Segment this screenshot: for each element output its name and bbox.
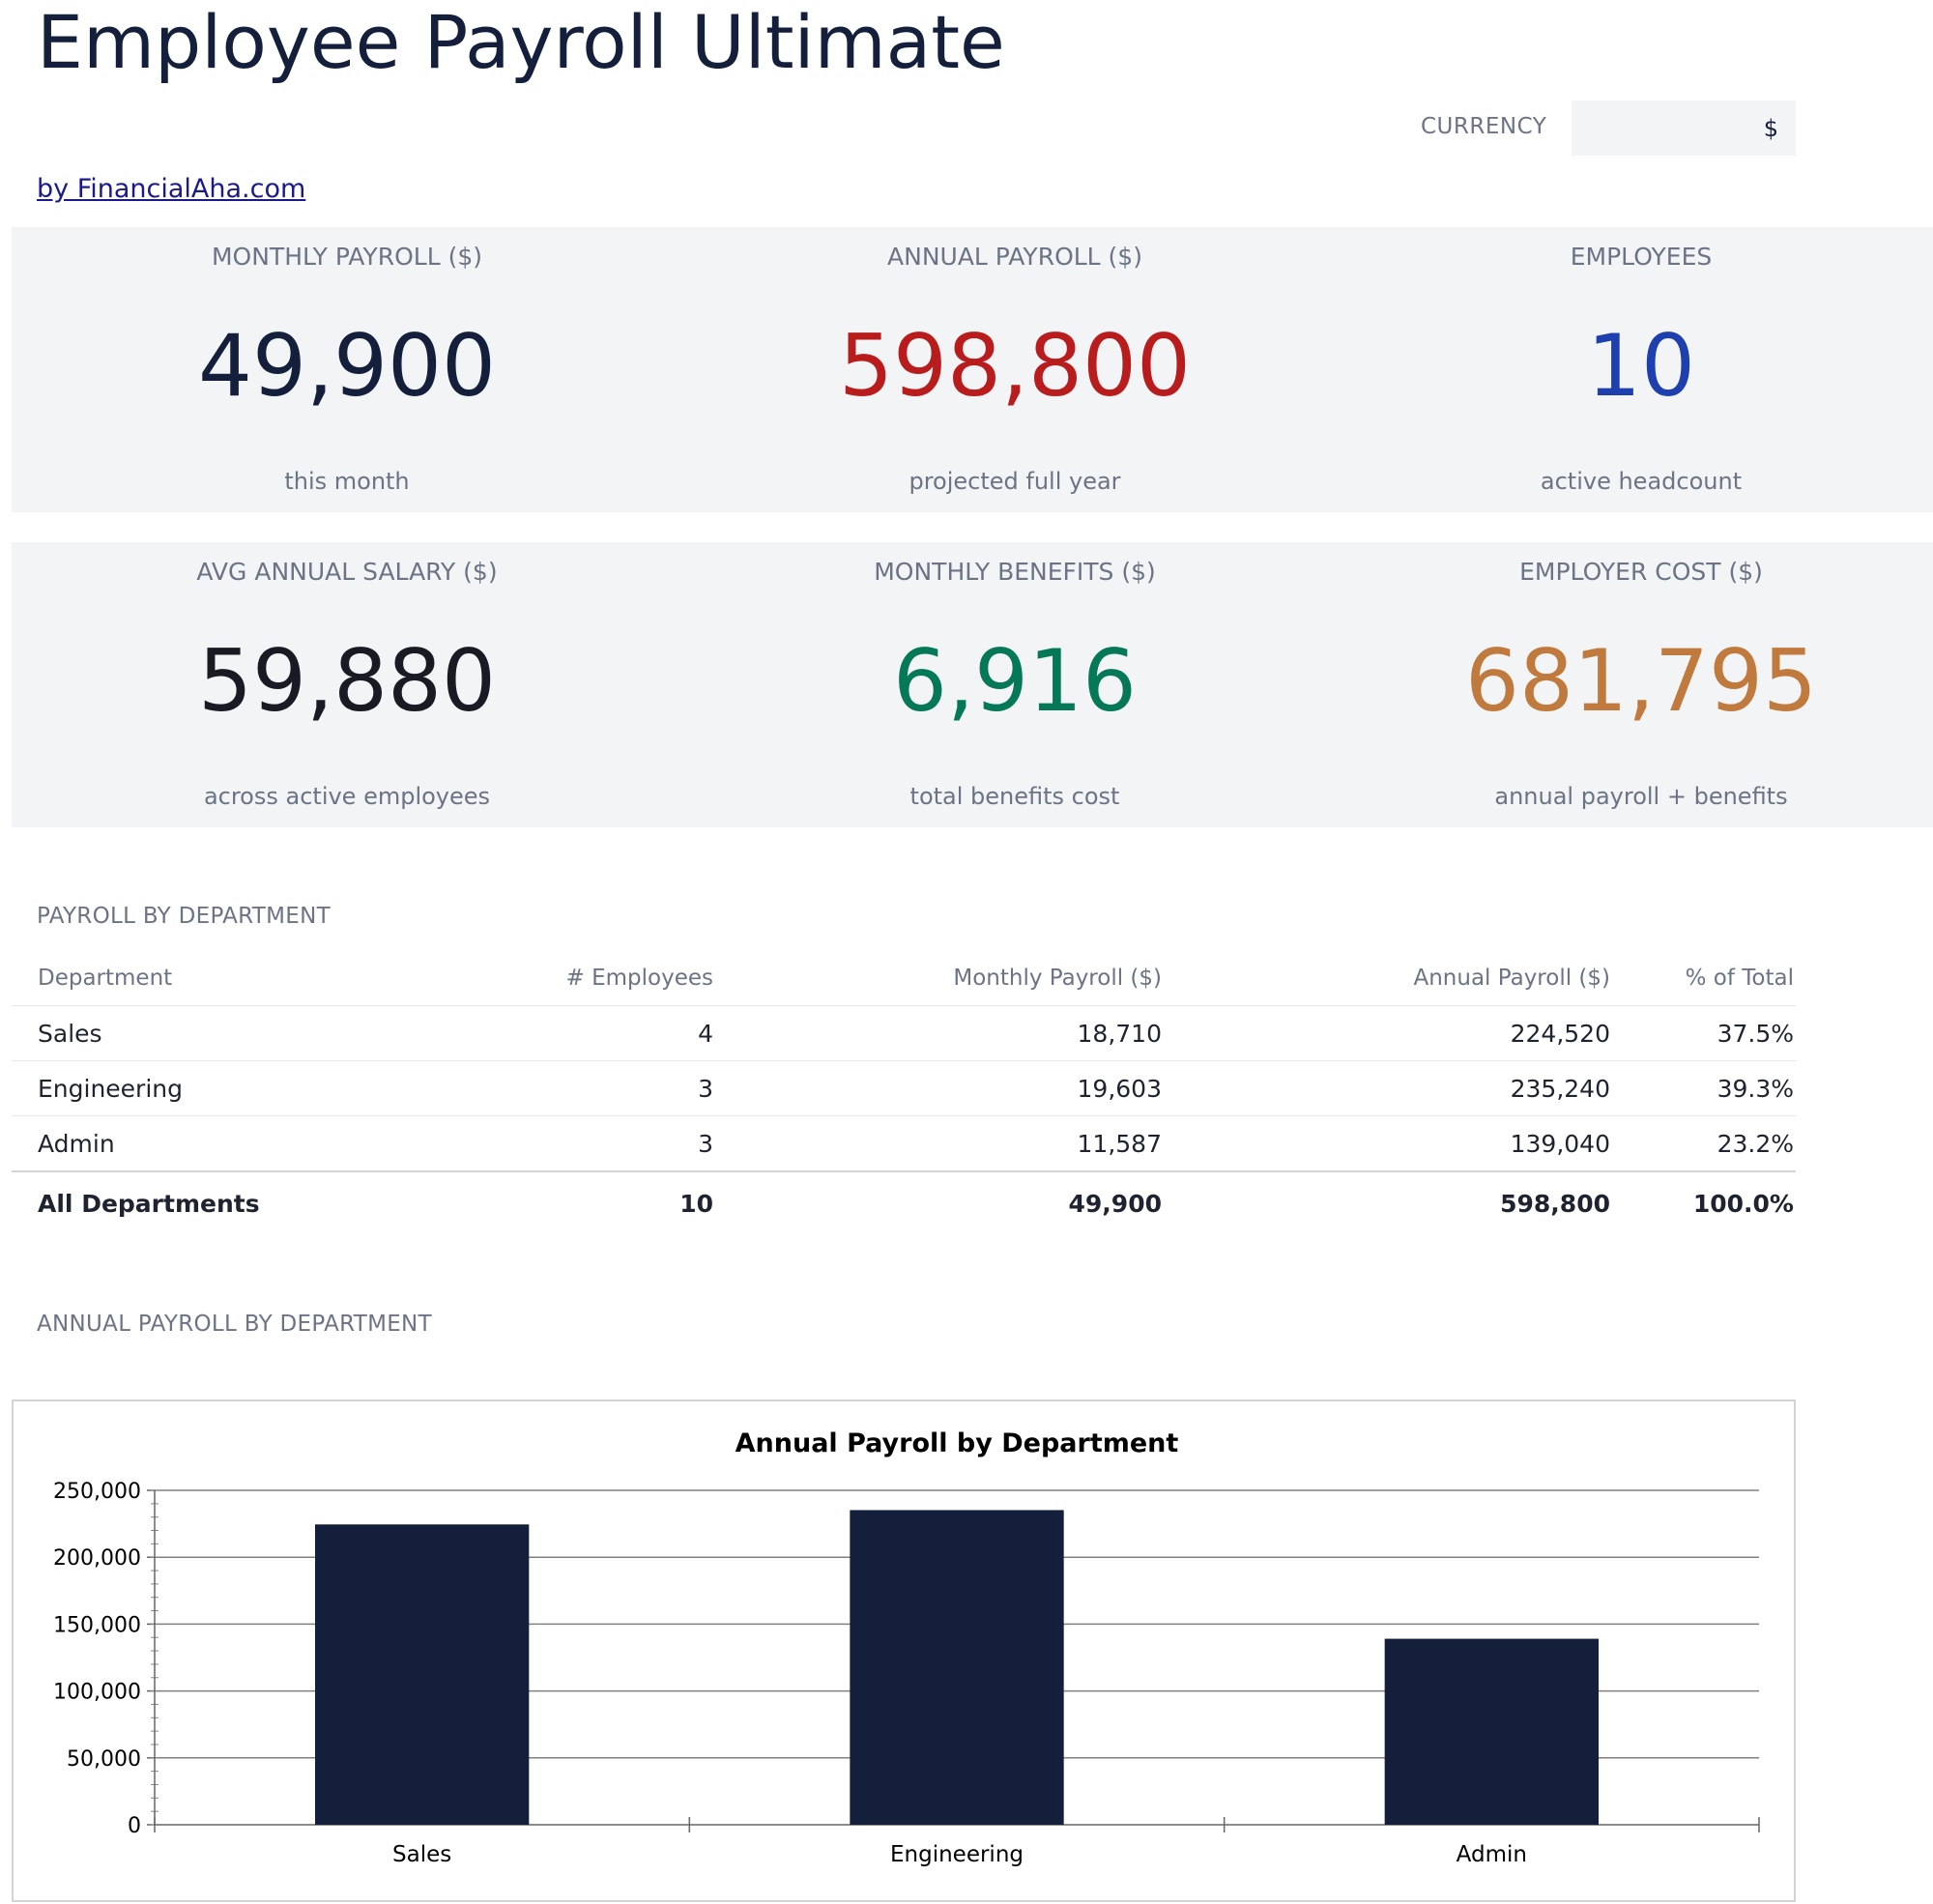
kpi-label: EMPLOYEES [1570,243,1713,271]
dept-section-label: PAYROLL BY DEPARTMENT [37,904,331,929]
cell-percent: 37.5% [1612,1005,1796,1061]
kpi-panel-secondary: AVG ANNUAL SALARY ($) 59,880 across acti… [12,542,1933,827]
kpi-label: MONTHLY BENEFITS ($) [874,558,1156,586]
bar [1384,1638,1599,1825]
chart-title: Annual Payroll by Department [736,1428,1179,1458]
col-header-department: Department [12,951,479,1006]
col-header-monthly: Monthly Payroll ($) [715,951,1164,1006]
cell-department: Sales [12,1005,479,1061]
cell-employees: 3 [479,1115,715,1172]
x-tick-label: Engineering [890,1842,1024,1867]
x-tick-label: Admin [1457,1842,1527,1867]
cell-percent: 39.3% [1612,1060,1796,1116]
y-tick-label: 250,000 [53,1480,141,1504]
cell-annual: 139,040 [1164,1115,1612,1172]
col-header-percent: % of Total [1612,951,1796,1006]
currency-label: CURRENCY [1421,114,1547,139]
cell-monthly: 18,710 [715,1005,1164,1061]
col-header-employees: # Employees [479,951,715,1006]
y-tick-label: 50,000 [67,1747,141,1772]
cell-annual: 235,240 [1164,1060,1612,1116]
kpi-monthly-benefits: MONTHLY BENEFITS ($) 6,916 total benefit… [744,542,1285,827]
kpi-employer-cost: EMPLOYER COST ($) 681,795 annual payroll… [1370,542,1912,827]
kpi-value: 49,900 [198,316,496,416]
y-tick-label: 100,000 [53,1681,141,1705]
byline-link[interactable]: by FinancialAha.com [37,174,306,204]
cell-annual: 224,520 [1164,1005,1612,1061]
kpi-caption: active headcount [1540,468,1743,495]
kpi-panel-primary: MONTHLY PAYROLL ($) 49,900 this month AN… [12,227,1933,512]
cell-employees: 4 [479,1005,715,1061]
kpi-caption: this month [284,468,410,495]
bar [315,1524,530,1825]
currency-input[interactable]: $ [1572,101,1796,156]
col-header-annual: Annual Payroll ($) [1164,951,1612,1006]
cell-monthly: 11,587 [715,1115,1164,1172]
cell-annual: 598,800 [1164,1170,1612,1234]
kpi-caption: across active employees [203,783,491,810]
cell-percent: 23.2% [1612,1115,1796,1172]
table-header-row: Department # Employees Monthly Payroll (… [12,951,1796,1006]
kpi-value: 6,916 [893,631,1137,731]
kpi-label: EMPLOYER COST ($) [1519,558,1763,586]
y-tick-label: 0 [128,1814,141,1838]
y-tick-label: 150,000 [53,1613,141,1637]
cell-employees: 10 [479,1170,715,1234]
kpi-caption: total benefits cost [909,783,1120,810]
chart-container: Annual Payroll by Department 0 50,000 100,0… [12,1399,1796,1902]
kpi-value: 10 [1587,316,1695,416]
dept-table: Department # Employees Monthly Payroll (… [12,951,1796,1234]
cell-employees: 3 [479,1060,715,1116]
bar [850,1510,1064,1825]
cell-monthly: 49,900 [715,1170,1164,1234]
kpi-monthly-payroll: MONTHLY PAYROLL ($) 49,900 this month [76,227,618,512]
kpi-label: ANNUAL PAYROLL ($) [887,243,1142,271]
table-total-row: All Departments 10 49,900 598,800 100.0% [12,1170,1796,1234]
cell-percent: 100.0% [1612,1170,1796,1234]
x-tick-label: Sales [392,1842,451,1867]
table-row: Admin 3 11,587 139,040 23.2% [12,1115,1796,1172]
kpi-avg-salary: AVG ANNUAL SALARY ($) 59,880 across acti… [76,542,618,827]
kpi-caption: projected full year [909,468,1121,495]
kpi-caption: annual payroll + benefits [1494,783,1788,810]
page-title: Employee Payroll Ultimate [37,0,1005,85]
kpi-annual-payroll: ANNUAL PAYROLL ($) 598,800 projected ful… [744,227,1285,512]
kpi-employees: EMPLOYEES 10 active headcount [1370,227,1912,512]
table-row: Engineering 3 19,603 235,240 39.3% [12,1060,1796,1116]
kpi-value: 681,795 [1465,631,1817,731]
chart-section-label: ANNUAL PAYROLL BY DEPARTMENT [37,1312,432,1337]
y-tick-label: 200,000 [53,1546,141,1571]
cell-department: All Departments [12,1170,479,1234]
kpi-label: AVG ANNUAL SALARY ($) [196,558,498,586]
kpi-label: MONTHLY PAYROLL ($) [211,243,483,271]
kpi-value: 598,800 [839,316,1191,416]
cell-monthly: 19,603 [715,1060,1164,1116]
table-row: Sales 4 18,710 224,520 37.5% [12,1005,1796,1061]
kpi-value: 59,880 [198,631,496,731]
bar-chart: Annual Payroll by Department 0 50,000 100,0… [53,1428,1760,1867]
cell-department: Admin [12,1115,479,1172]
cell-department: Engineering [12,1060,479,1116]
